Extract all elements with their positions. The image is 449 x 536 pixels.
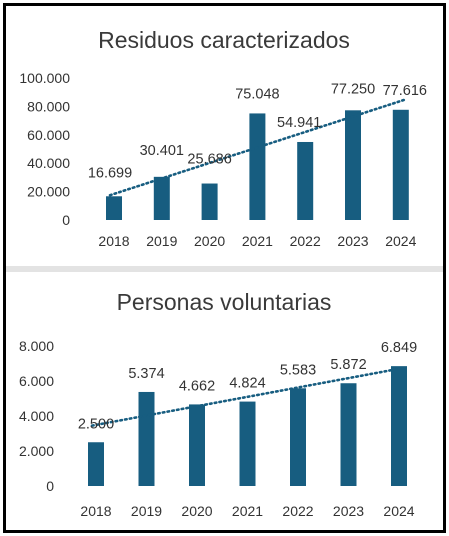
- bar-2018: [88, 442, 104, 486]
- x-tick-label: 2021: [242, 233, 273, 249]
- x-tick-label: 2022: [282, 503, 313, 519]
- chart-divider: [6, 266, 443, 272]
- bar-2020: [201, 183, 218, 220]
- bar-2019: [138, 391, 155, 486]
- bar-2020: [189, 404, 205, 486]
- bar-2022: [290, 388, 306, 486]
- data-label: 4.824: [229, 376, 265, 392]
- y-tick-label: 40.000: [27, 155, 70, 171]
- chart-personas: Personas voluntarias 0 2.000 4.000 6.000 8.00…: [19, 289, 417, 519]
- x-tick-label: 2023: [337, 233, 368, 249]
- chart-title: Residuos caracterizados: [98, 27, 350, 53]
- y-tick-label: 80.000: [27, 98, 70, 114]
- x-tick-label: 2018: [80, 503, 111, 519]
- bar-2024: [392, 109, 409, 220]
- x-tick-label: 2022: [290, 233, 321, 249]
- y-tick-label: 8.000: [19, 338, 54, 354]
- y-tick-label: 0: [46, 478, 54, 494]
- bar-2018: [106, 196, 122, 220]
- y-tick-label: 0: [62, 212, 70, 228]
- data-label: 2.500: [78, 416, 114, 432]
- x-tick-label: 2024: [385, 233, 416, 249]
- data-label: 30.401: [140, 143, 184, 159]
- bar-2021: [239, 401, 256, 486]
- data-label: 5.583: [280, 362, 316, 378]
- x-tick-label: 2018: [98, 233, 129, 249]
- data-label: 25.686: [187, 152, 231, 168]
- x-tick-label: 2019: [131, 503, 162, 519]
- data-label: 6.849: [381, 340, 417, 356]
- y-tick-label: 4.000: [19, 408, 54, 424]
- x-tick-label: 2021: [232, 503, 263, 519]
- x-tick-label: 2024: [383, 503, 414, 519]
- bar-2024: [391, 366, 407, 486]
- bar-2022: [297, 141, 314, 220]
- y-tick-label: 20.000: [27, 184, 70, 200]
- x-tick-label: 2020: [181, 503, 212, 519]
- data-label: 5.872: [330, 357, 366, 373]
- x-tick-label: 2019: [146, 233, 177, 249]
- y-tick-label: 2.000: [19, 443, 54, 459]
- x-tick-label: 2020: [194, 233, 225, 249]
- figure-frame: Residuos caracterizados 0 20.000 40.000 60.0…: [3, 3, 446, 533]
- trendline: [108, 98, 407, 197]
- bar-2023: [340, 383, 357, 486]
- data-label: 77.250: [331, 81, 375, 97]
- data-label: 4.662: [179, 378, 215, 394]
- data-label: 75.048: [235, 86, 279, 102]
- trendline: [90, 366, 405, 427]
- bar-2019: [153, 176, 170, 220]
- data-label: 16.699: [88, 165, 132, 181]
- chart-residuos: Residuos caracterizados 0 20.000 40.000 60.0…: [19, 27, 427, 249]
- data-label: 5.374: [128, 366, 164, 382]
- y-tick-label: 60.000: [27, 127, 70, 143]
- y-tick-label: 6.000: [19, 373, 54, 389]
- data-label: 77.616: [383, 83, 427, 99]
- data-label: 54.941: [277, 115, 321, 131]
- x-tick-label: 2023: [333, 503, 364, 519]
- bar-2021: [249, 113, 266, 220]
- y-tick-label: 100.000: [19, 70, 70, 86]
- bar-2023: [345, 110, 361, 220]
- chart-title: Personas voluntarias: [117, 289, 332, 315]
